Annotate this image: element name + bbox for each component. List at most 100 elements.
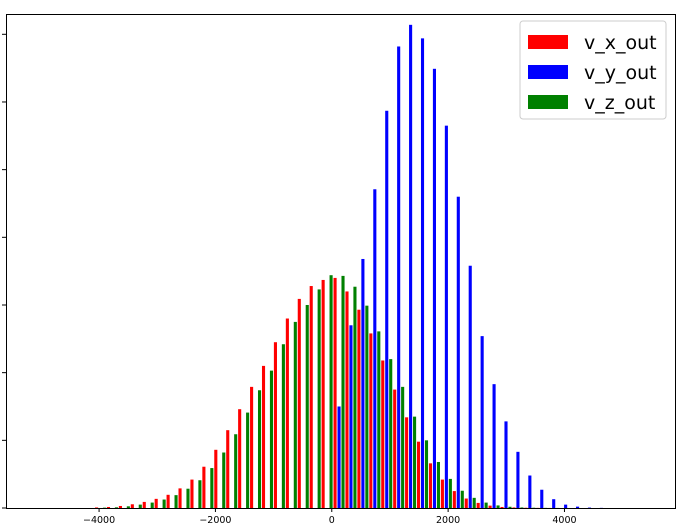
bar-v-x-out [95, 507, 99, 508]
legend: v_x_out v_y_out v_z_out [519, 20, 667, 120]
bar-v-x-out [154, 498, 158, 508]
bar-v-x-out [381, 360, 385, 508]
bar-v-x-out [130, 504, 134, 508]
bar-v-x-out [405, 417, 409, 508]
bar-v-z-out [389, 359, 393, 508]
bar-v-y-out [540, 489, 544, 508]
bar-v-z-out [281, 344, 285, 508]
bar-v-x-out [118, 505, 122, 508]
bar-v-z-out [353, 286, 357, 508]
x-tick-label: 0 [329, 515, 335, 526]
bar-v-y-out [552, 499, 556, 508]
bar-v-z-out [114, 507, 118, 508]
bar-v-x-out [452, 491, 456, 508]
legend-swatch-v-x-out [528, 35, 568, 49]
bar-v-x-out [226, 430, 230, 508]
bar-v-y-out [444, 125, 448, 508]
bar-v-x-out [214, 449, 218, 508]
bar-v-y-out [432, 68, 436, 508]
bar-v-z-out [496, 505, 500, 508]
bar-v-y-out [397, 46, 401, 508]
bar-v-z-out [150, 502, 154, 508]
bar-v-x-out [285, 318, 289, 508]
legend-swatch-v-y-out [528, 65, 568, 79]
bar-v-y-out [504, 421, 508, 508]
bar-v-y-out [516, 451, 520, 508]
bar-v-y-out [492, 384, 496, 508]
bar-v-x-out [393, 389, 397, 508]
bar-v-x-out [106, 506, 111, 508]
bar-v-y-out [420, 38, 425, 509]
bar-v-x-out [273, 342, 277, 508]
bar-v-y-out [480, 336, 484, 508]
bar-v-z-out [317, 289, 321, 508]
bar-v-x-out [142, 501, 146, 508]
bar-v-z-out [138, 504, 142, 508]
bar-v-x-out [417, 441, 421, 508]
bar-v-z-out [472, 497, 476, 508]
bar-v-x-out [250, 386, 254, 508]
bar-v-x-out [178, 488, 182, 508]
bar-v-x-out [321, 279, 325, 508]
bar-v-y-out [349, 325, 353, 508]
bars-layer [95, 24, 603, 509]
bar-v-x-out [238, 409, 242, 508]
bar-v-x-out [488, 505, 492, 508]
legend-swatch-v-z-out [528, 95, 568, 109]
bar-v-z-out [198, 480, 202, 508]
x-tick-label: −2000 [199, 515, 231, 526]
bar-v-y-out [528, 475, 532, 508]
bar-v-y-out [468, 265, 472, 508]
bar-v-z-out [448, 478, 452, 508]
bar-v-x-out [440, 479, 444, 508]
bar-v-x-out [333, 277, 337, 508]
legend-label-v-z-out: v_z_out [584, 92, 655, 114]
bar-v-x-out [345, 291, 349, 508]
bar-v-y-out [576, 506, 580, 508]
bar-v-z-out [210, 468, 214, 508]
bar-v-z-out [413, 416, 417, 508]
legend-label-v-y-out: v_y_out [584, 62, 657, 84]
bar-v-z-out [222, 452, 226, 508]
bar-v-x-out [166, 494, 170, 508]
bar-v-z-out [174, 495, 178, 508]
bar-v-z-out [234, 434, 238, 508]
bar-v-x-out [476, 502, 480, 508]
bar-v-y-out [564, 504, 568, 508]
bar-v-x-out [357, 309, 361, 508]
bar-v-x-out [202, 466, 206, 508]
bar-v-x-out [261, 365, 266, 508]
bar-v-z-out [329, 275, 333, 508]
bar-v-z-out [460, 490, 464, 508]
bar-v-x-out [464, 498, 468, 508]
bar-v-z-out [269, 370, 274, 508]
x-tick-label: 2000 [436, 515, 460, 526]
bar-v-z-out [520, 507, 524, 508]
bar-v-y-out [456, 196, 460, 508]
bar-v-y-out [409, 24, 413, 509]
y-axis-ticks [2, 33, 6, 509]
legend-label-v-x-out: v_x_out [584, 32, 657, 54]
bar-v-z-out [484, 502, 488, 508]
bar-v-x-out [297, 298, 301, 508]
bar-v-z-out [436, 461, 440, 508]
bar-v-y-out [337, 406, 341, 508]
bar-v-z-out [293, 321, 297, 508]
x-axis-ticks: −4000 −2000 0 2000 4000 [83, 508, 577, 526]
bar-v-z-out [246, 412, 250, 508]
bar-v-x-out [369, 333, 373, 508]
bar-v-z-out [424, 440, 429, 508]
bar-v-z-out [305, 304, 309, 508]
bar-v-x-out [309, 286, 313, 508]
bar-v-z-out [341, 275, 345, 508]
bar-v-z-out [126, 506, 130, 508]
bar-v-z-out [162, 499, 166, 508]
plot-frame [6, 14, 676, 509]
bar-v-z-out [186, 488, 190, 508]
bar-v-y-out [361, 258, 365, 508]
bar-v-x-out [512, 507, 516, 508]
bar-v-y-out [385, 110, 389, 509]
bar-v-z-out [257, 390, 262, 508]
bar-v-z-out [401, 386, 405, 508]
